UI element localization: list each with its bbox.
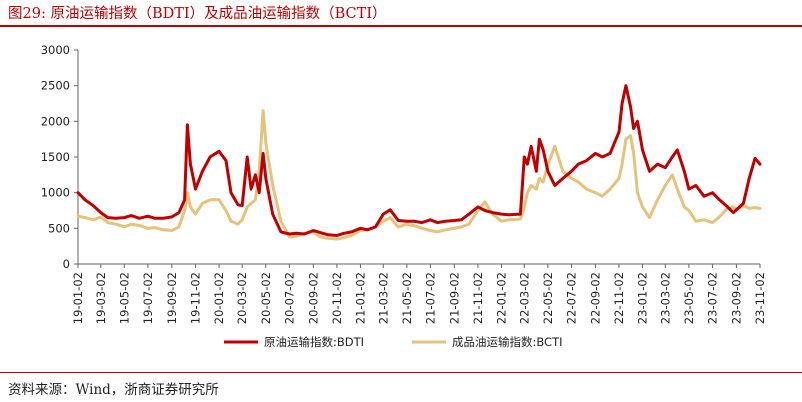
y-tick-label: 1000	[41, 186, 70, 200]
y-tick-label: 500	[48, 221, 70, 235]
x-tick-label: 21-09-02	[447, 272, 461, 324]
y-tick-label: 3000	[41, 43, 70, 57]
x-tick-label: 19-05-02	[117, 272, 131, 324]
x-tick-label: 22-07-02	[564, 272, 578, 324]
series-line-bdti	[76, 84, 762, 237]
legend-bdti-label: 原油运输指数:BDTI	[264, 335, 364, 349]
series-line-bcti	[76, 109, 762, 241]
x-tick-label: 20-01-02	[212, 272, 226, 324]
x-tick-label: 23-03-02	[658, 272, 672, 324]
x-tick-label: 20-03-02	[235, 272, 249, 324]
x-tick-label: 23-11-02	[753, 272, 767, 324]
x-tick-label: 19-11-02	[188, 272, 202, 324]
x-tick-label: 19-07-02	[141, 272, 155, 324]
x-tick-label: 23-05-02	[682, 272, 696, 324]
x-tick-label: 21-05-02	[400, 272, 414, 324]
x-tick-label: 23-09-02	[729, 272, 743, 324]
source-note: 资料来源：Wind，浙商证券研究所	[8, 382, 219, 398]
x-tick-label: 21-11-02	[471, 272, 485, 324]
x-tick-label: 22-01-02	[494, 272, 508, 324]
x-tick-label: 20-05-02	[259, 272, 273, 324]
x-tick-label: 23-01-02	[636, 272, 650, 324]
legend: 原油运输指数:BDTI 成品油运输指数:BCTI	[224, 335, 563, 349]
x-axis: 19-01-02 19-03-02 19-05-02 19-07-02 19-09-02…	[71, 263, 767, 324]
x-tick-label: 22-11-02	[612, 272, 626, 324]
y-axis: 0 500 1000 1500 2000 2500 3000	[41, 43, 79, 271]
x-tick-label: 22-05-02	[541, 272, 555, 324]
bottom-rule	[0, 372, 802, 373]
chart-title: 图29: 原油运输指数（BDTI）及成品油运输指数（BCTI）	[8, 6, 387, 22]
x-tick-label: 19-03-02	[94, 272, 108, 324]
x-tick-label: 19-09-02	[165, 272, 179, 324]
x-tick-label: 20-11-02	[330, 272, 344, 324]
line-chart: 0 500 1000 1500 2000 2500 3000 19-01-02 19-03-0…	[41, 43, 767, 349]
series-layer	[76, 84, 762, 241]
y-tick-label: 2500	[41, 79, 70, 93]
legend-bcti-label: 成品油运输指数:BCTI	[452, 335, 563, 349]
top-rule	[0, 25, 802, 27]
x-tick-label: 22-09-02	[588, 272, 602, 324]
x-tick-label: 19-01-02	[71, 272, 85, 324]
x-tick-label: 22-03-02	[517, 272, 531, 324]
x-tick-label: 21-03-02	[376, 272, 390, 324]
x-tick-label: 20-07-02	[282, 272, 296, 324]
y-tick-label: 2000	[41, 114, 70, 128]
x-tick-label: 21-01-02	[353, 272, 367, 324]
y-tick-label: 1500	[41, 150, 70, 164]
x-tick-label: 21-07-02	[423, 272, 437, 324]
x-tick-label: 23-07-02	[705, 272, 719, 324]
y-tick-label: 0	[63, 257, 70, 271]
x-tick-label: 20-09-02	[306, 272, 320, 324]
